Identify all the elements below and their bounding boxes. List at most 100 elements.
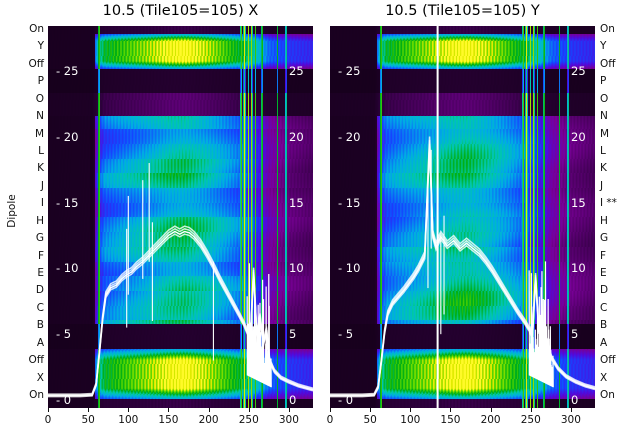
category-right-6: M <box>600 127 610 140</box>
category-left-11: H <box>36 214 44 227</box>
ytick-label-y-10: - 10 <box>338 261 361 276</box>
category-left-15: D <box>35 284 44 297</box>
category-right-20: X <box>600 371 608 384</box>
xtick-label-x-100: 100 <box>118 414 139 426</box>
ytick-label-y-25: - 25 <box>338 63 361 78</box>
trace-path <box>48 234 313 396</box>
spike-cluster-path <box>247 263 271 387</box>
ytick-label-right-x-5: 5 <box>289 327 297 342</box>
ytick-label-x-15: - 15 <box>56 195 79 210</box>
category-right-17: B <box>600 319 608 332</box>
ytick-label-right-x-15: 15 <box>289 195 304 210</box>
category-right-21: On <box>600 389 615 401</box>
ytick-label-right-x-20: 20 <box>289 129 304 144</box>
ytick-label-x-5: - 5 <box>56 327 72 342</box>
ytick-label-y-20: - 20 <box>338 129 361 144</box>
category-right-7: L <box>600 145 606 157</box>
category-right-13: F <box>600 249 607 262</box>
category-right-1: Y <box>600 40 607 53</box>
category-right-8: K <box>600 162 607 175</box>
category-left-12: G <box>35 232 44 245</box>
category-left-14: E <box>37 267 44 279</box>
xtick-mark-y-150 <box>450 408 452 412</box>
ytick-label-y-15: - 15 <box>338 195 361 210</box>
category-right-14: E <box>600 267 607 279</box>
xtick-mark-x-250 <box>248 408 250 412</box>
ytick-label-y-5: - 5 <box>338 327 354 342</box>
category-right-3: P <box>600 75 607 88</box>
trace-path <box>330 144 595 396</box>
xtick-mark-x-200 <box>208 408 210 412</box>
trace-path <box>330 136 595 394</box>
category-left-10: I <box>40 197 44 210</box>
category-left-6: M <box>34 127 44 140</box>
spike-cluster-path <box>529 261 553 387</box>
ytick-label-x-20: - 20 <box>56 129 79 144</box>
category-right-12: G <box>600 232 609 245</box>
trace-path <box>48 226 313 394</box>
heatmap-panel-x[interactable] <box>48 26 313 408</box>
xtick-mark-y-300 <box>570 408 572 412</box>
category-left-8: K <box>37 162 44 175</box>
ytick-label-right-y-5: 5 <box>571 327 579 342</box>
xtick-label-y-100: 100 <box>400 414 421 426</box>
category-left-9: J <box>40 179 44 192</box>
category-right-18: A <box>600 336 608 349</box>
category-left-7: L <box>38 145 44 157</box>
category-right-19: Off <box>600 354 616 367</box>
category-left-5: N <box>36 110 44 123</box>
xtick-mark-x-300 <box>288 408 290 412</box>
category-left-13: F <box>37 249 44 262</box>
ytick-label-right-x-25: 25 <box>289 63 304 78</box>
xtick-label-y-150: 150 <box>440 414 461 426</box>
xtick-mark-y-100 <box>410 408 412 412</box>
category-left-0: On <box>29 23 44 35</box>
category-left-2: Off <box>28 57 45 70</box>
ytick-label-right-y-25: 25 <box>571 63 586 78</box>
trace-overlay-y <box>330 26 595 408</box>
category-left-16: C <box>36 301 44 314</box>
xtick-label-y-50: 50 <box>363 414 377 426</box>
xtick-mark-x-50 <box>88 408 90 412</box>
xtick-label-y-0: 0 <box>326 414 334 426</box>
xtick-mark-y-0 <box>330 408 331 412</box>
xtick-label-x-0: 0 <box>44 414 52 426</box>
category-right-15: D <box>600 284 609 297</box>
category-right-5: N <box>600 110 608 123</box>
ytick-label-right-y-0: 0 <box>571 393 579 407</box>
xtick-label-x-200: 200 <box>198 414 219 426</box>
trace-path <box>330 140 595 395</box>
xtick-mark-x-150 <box>168 408 170 412</box>
category-right-10: I ** <box>600 197 617 210</box>
xtick-label-x-300: 300 <box>278 414 299 426</box>
ytick-label-right-y-20: 20 <box>571 129 586 144</box>
ytick-label-right-y-10: 10 <box>571 261 586 276</box>
category-right-4: O <box>600 92 609 105</box>
panel-title-y: 10.5 (Tile105=105) Y <box>385 3 540 19</box>
ytick-label-x-0: - 0 <box>56 393 72 407</box>
xtick-label-y-250: 250 <box>520 414 541 426</box>
category-left-21: On <box>29 389 44 401</box>
category-right-11: H <box>600 214 608 227</box>
ytick-label-y-0: - 0 <box>338 393 354 407</box>
category-left-19: Off <box>28 354 45 367</box>
xtick-mark-y-200 <box>490 408 492 412</box>
xtick-label-y-200: 200 <box>480 414 501 426</box>
category-right-2: Off <box>600 57 616 70</box>
xtick-mark-x-0 <box>48 408 49 412</box>
category-left-20: X <box>36 371 44 384</box>
ytick-label-x-25: - 25 <box>56 63 79 78</box>
xtick-mark-y-50 <box>370 408 372 412</box>
category-left-1: Y <box>37 40 44 53</box>
category-right-0: On <box>600 23 615 35</box>
xtick-label-x-250: 250 <box>238 414 259 426</box>
panel-title-x: 10.5 (Tile105=105) X <box>102 3 259 19</box>
heatmap-panel-y[interactable] <box>330 26 595 408</box>
ytick-label-right-x-10: 10 <box>289 261 304 276</box>
trace-overlay-x <box>48 26 313 408</box>
category-right-9: J <box>600 179 604 192</box>
category-left-17: B <box>36 319 44 332</box>
xtick-label-y-300: 300 <box>560 414 581 426</box>
xtick-mark-y-250 <box>530 408 532 412</box>
